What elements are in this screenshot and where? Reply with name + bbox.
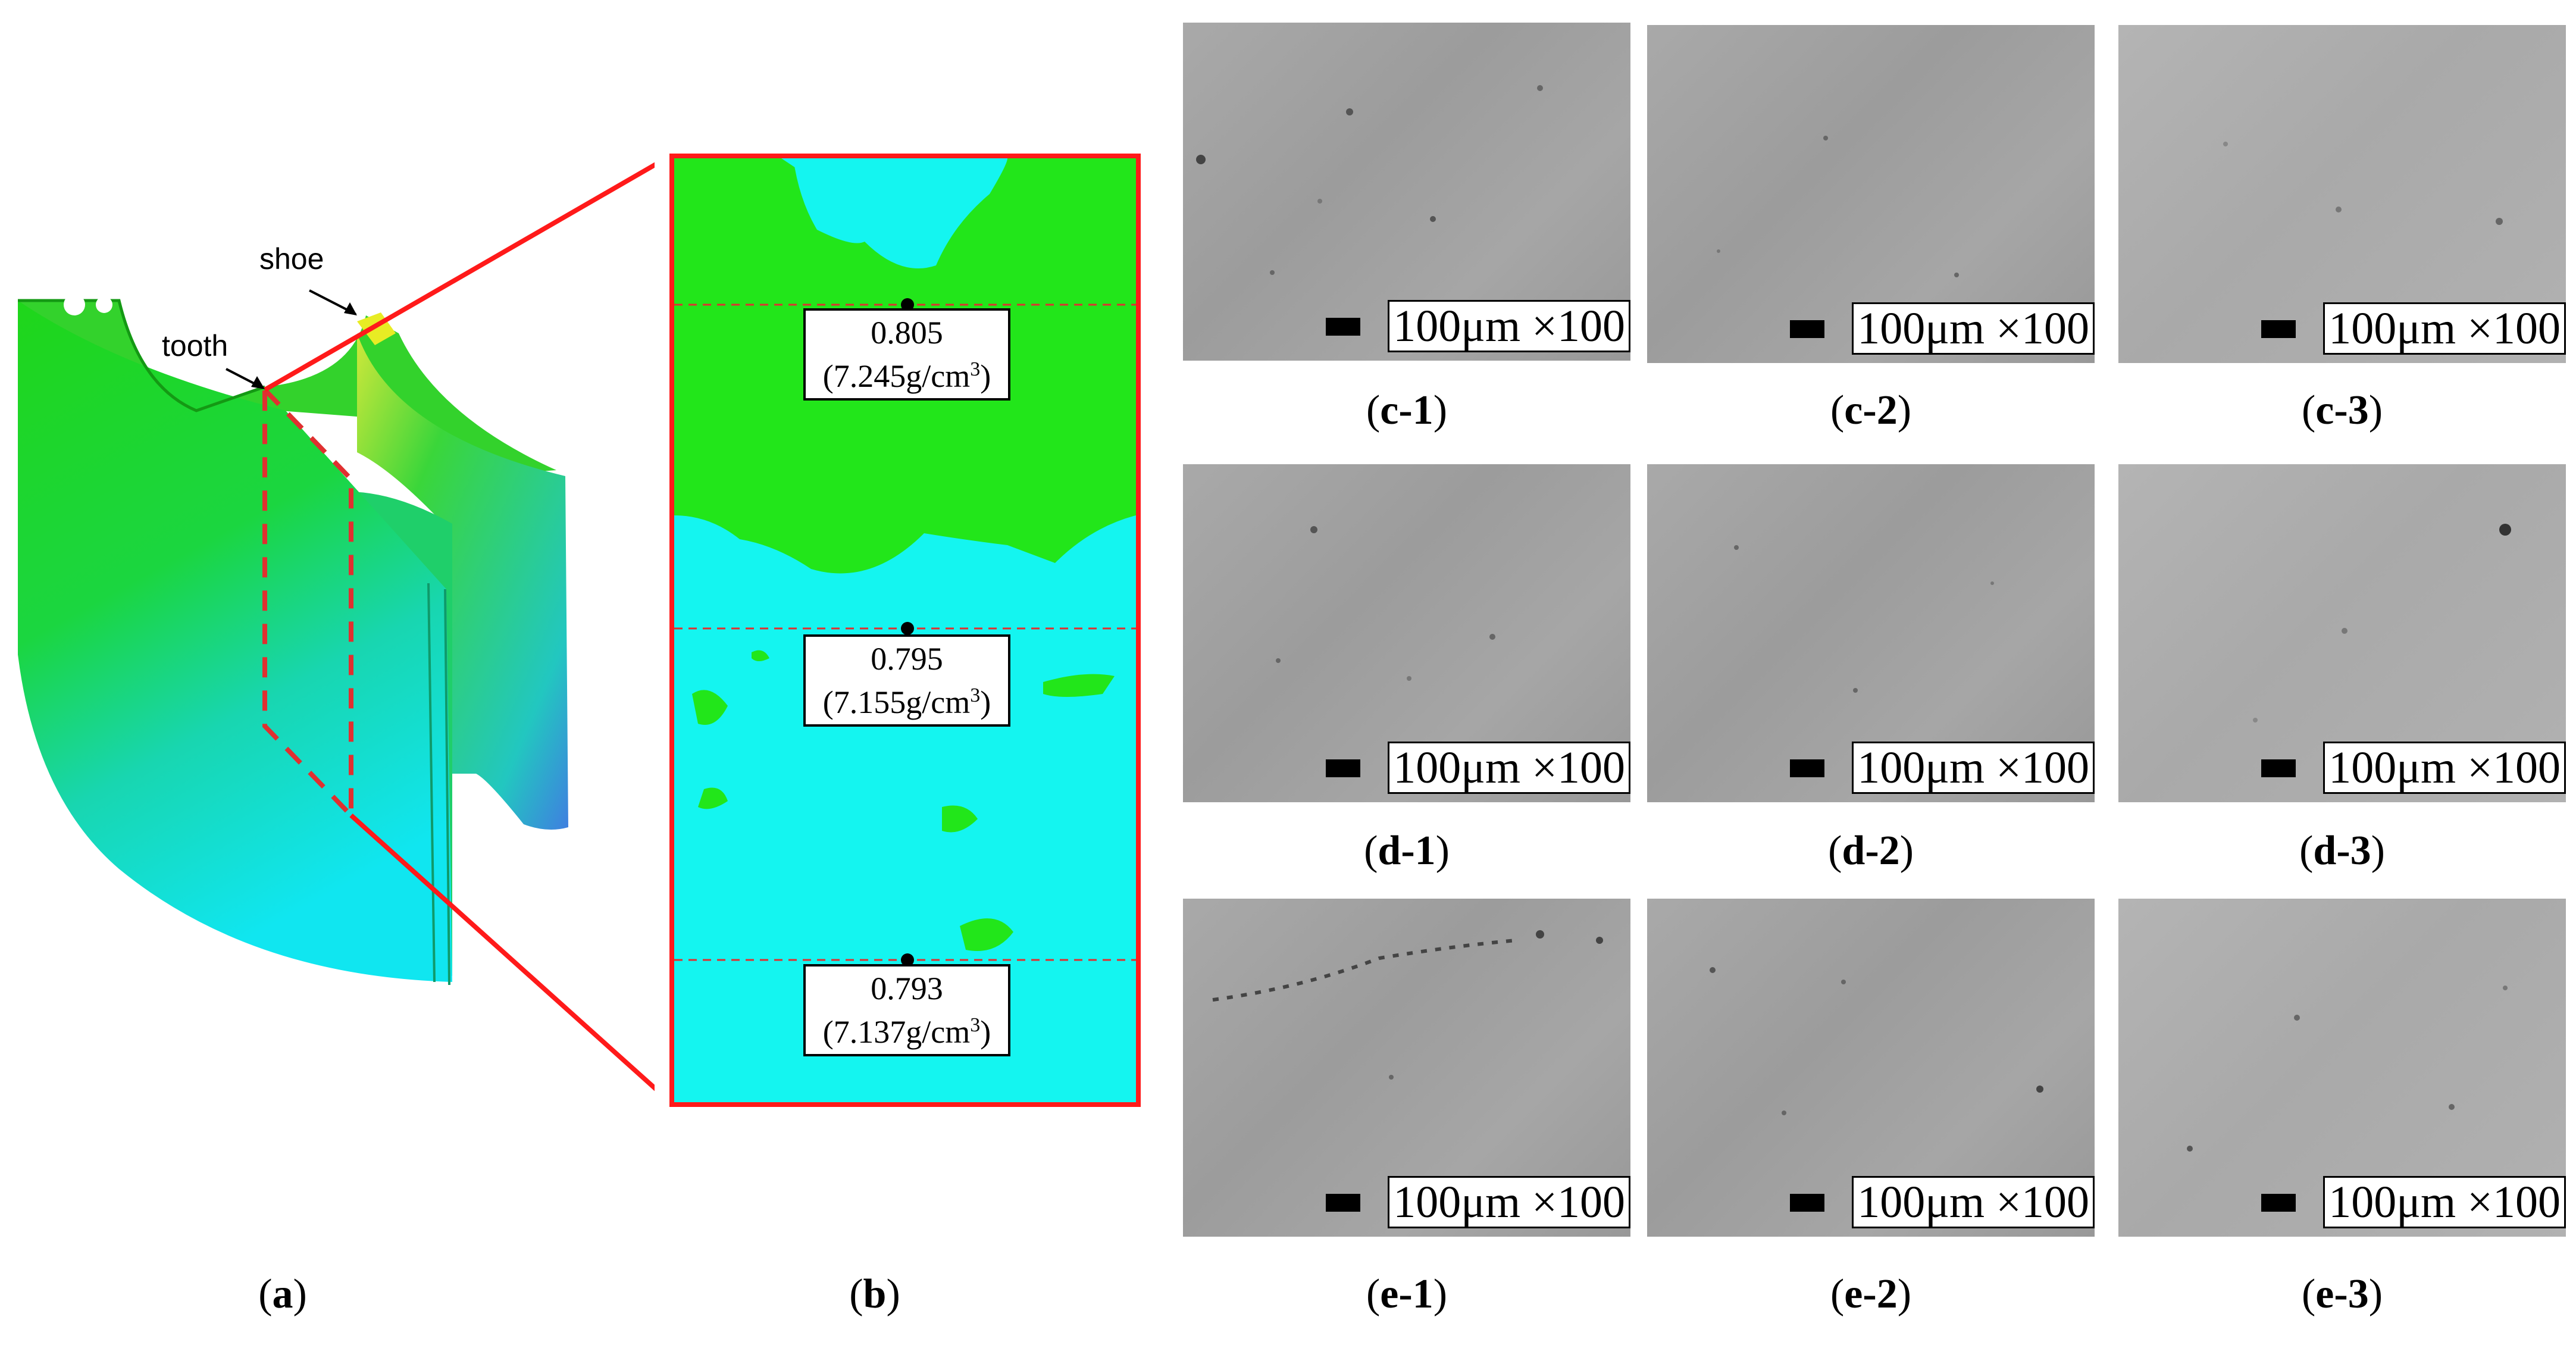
caption-c-1: (c-1) [1366,387,1447,433]
model-slot [64,294,85,315]
model-slot [96,296,112,313]
panel-a: shoe tooth (a) [0,0,655,1345]
caption-d-3: (d-3) [2299,828,2385,874]
micrograph-e-2: 100μm ×100 [1647,899,2095,1237]
caption-a: (a) [258,1271,307,1317]
scale-label: 100μm ×100 [1852,742,2095,794]
zoom-line-top [264,162,655,392]
gear-segment-model [18,162,655,1091]
zoom-line-bottom [349,814,655,1091]
scale-label: 100μm ×100 [1388,742,1630,794]
caption-c-2: (c-2) [1830,387,1911,433]
caption-e-2: (e-2) [1830,1271,1911,1317]
label-shoe: shoe [259,242,324,276]
scale-label: 100μm ×100 [2323,742,2566,794]
model-top-edge [18,299,265,412]
caption-d-2: (d-2) [1828,828,1914,874]
density-label-1: 0.805 (7.245g/cm3) [803,308,1010,401]
model-right-arm [357,333,568,830]
density-ratio: 0.793 [871,971,943,1006]
micrograph-c-1: 100μm ×100 [1183,23,1630,361]
caption-b: (b) [849,1271,900,1317]
micrograph-c-3: 100μm ×100 [2118,25,2566,363]
section-plane-dashed [262,384,353,821]
model-front-face [18,301,452,982]
density-ratio: 0.795 [871,641,943,677]
caption-d-1: (d-1) [1364,828,1450,874]
density-map [674,158,1136,966]
scale-label: 100μm ×100 [1388,1176,1630,1228]
density-ratio: 0.805 [871,315,943,351]
micrograph-e-3: 100μm ×100 [2118,899,2566,1237]
caption-c-3: (c-3) [2301,387,2383,433]
micrograph-e-1: 100μm ×100 [1183,899,1630,1237]
label-tooth: tooth [162,329,229,362]
scale-label: 100μm ×100 [1852,302,2095,355]
scale-label: 100μm ×100 [2323,302,2566,355]
micrograph-d-2: 100μm ×100 [1647,464,2095,802]
caption-e-1: (e-1) [1366,1271,1447,1317]
micrograph-d-1: 100μm ×100 [1183,464,1630,802]
density-label-2: 0.795 (7.155g/cm3) [803,634,1010,727]
micrograph-d-3: 100μm ×100 [2118,464,2566,802]
density-label-3: 0.793 (7.137g/cm3) [803,964,1010,1056]
scale-label: 100μm ×100 [1852,1176,2095,1228]
scale-label: 100μm ×100 [1388,300,1630,352]
scale-label: 100μm ×100 [2323,1176,2566,1228]
micrograph-c-2: 100μm ×100 [1647,25,2095,363]
caption-e-3: (e-3) [2301,1271,2383,1317]
